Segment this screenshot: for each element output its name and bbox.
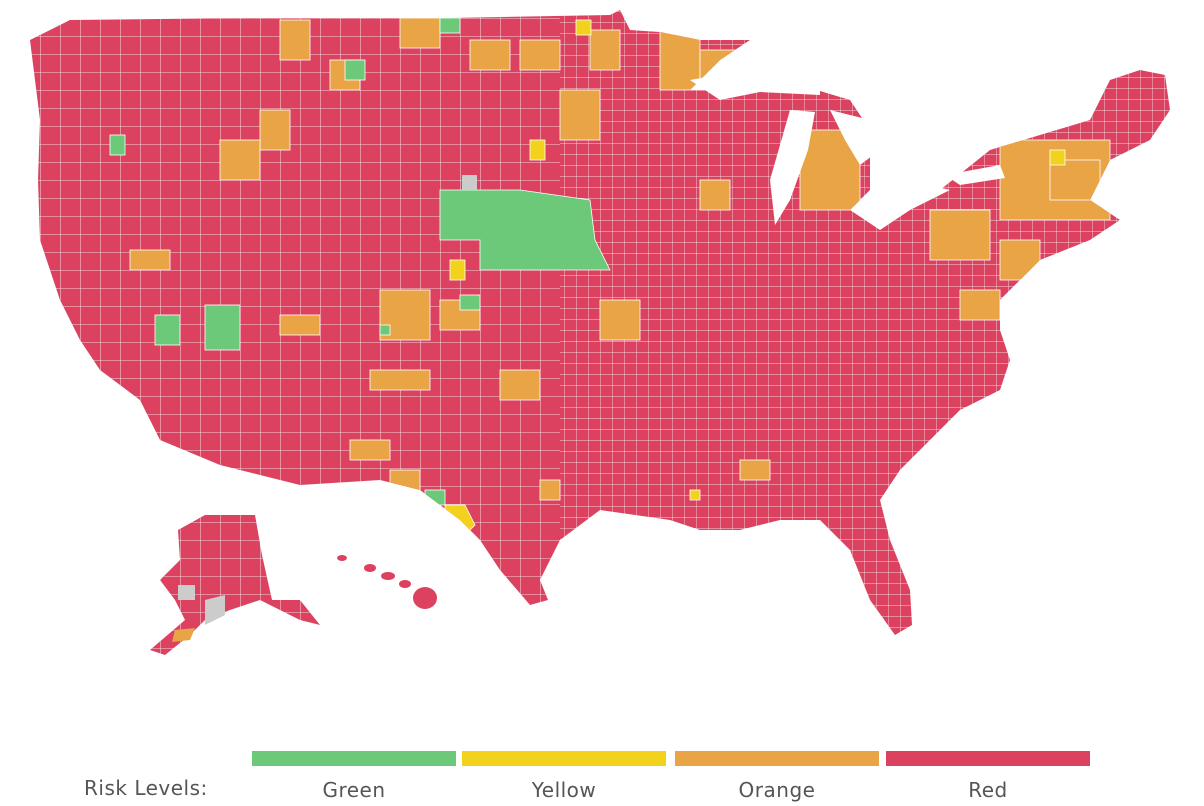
us-county-risk-map bbox=[30, 10, 1170, 655]
legend-label-yellow: Yellow bbox=[531, 778, 597, 802]
legend-swatch-green bbox=[252, 751, 456, 766]
legend-label-orange: Orange bbox=[738, 778, 816, 802]
east-region bbox=[560, 10, 1170, 635]
legend-swatch-yellow bbox=[462, 751, 666, 766]
great-lakes bbox=[690, 68, 1005, 225]
hawaii bbox=[337, 555, 437, 609]
no-data-region bbox=[462, 175, 477, 190]
contiguous-us bbox=[30, 10, 1170, 635]
legend-swatch-red bbox=[886, 751, 1090, 766]
green-regions bbox=[109, 17, 611, 506]
west-region bbox=[30, 10, 560, 635]
legend-title: Risk Levels: bbox=[84, 776, 208, 800]
legend-label-green: Green bbox=[322, 778, 386, 802]
alaska bbox=[150, 515, 320, 655]
legend-swatch-orange bbox=[675, 751, 879, 766]
legend-label-red: Red bbox=[968, 778, 1008, 802]
